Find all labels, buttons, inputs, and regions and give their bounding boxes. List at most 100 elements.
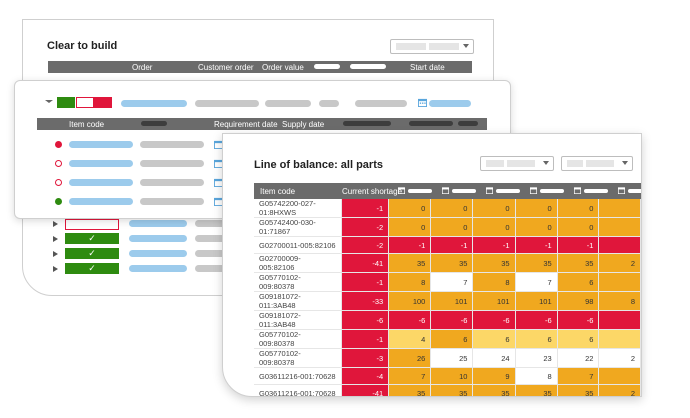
page-title: Line of balance: all parts [254,159,383,171]
status-dot [55,141,62,148]
period-cell: 35 [515,253,558,273]
period-cell [598,310,641,330]
chevron-down-icon [622,161,628,165]
table-row[interactable]: G05742400-030-01:71867 -2 0 0 0 0 0 [254,217,641,237]
table-row[interactable]: G05770102-009:80378 -1 8 7 8 7 6 [254,272,641,292]
col-customer-order: Customer order [198,62,254,72]
period-cell: 0 [472,199,516,218]
table-row[interactable]: G02700011-005:82106 -2 -1 -1 -1 -1 -1 [254,236,641,254]
period-cell: 24 [472,348,516,368]
status-bar [57,97,113,108]
period-cell [598,217,641,237]
status-dot [55,160,62,167]
period-cell: 6 [557,329,600,349]
item-code-cell: G03611216-001:70628 [254,384,342,396]
table-row[interactable]: G03611216-001:70628 -4 7 10 9 8 7 [254,367,641,385]
col-item-code: Item code [260,186,296,196]
shortage-cell: -1 [341,329,390,349]
period-cell: 2 [598,348,641,368]
period-cell: 8 [388,272,432,292]
period-cell: 10 [430,367,474,385]
item-code-cell: G09181072-011:3AB48 [254,310,342,330]
period-cell: 35 [430,253,474,273]
period-cell: -6 [472,310,516,330]
period-cell: 0 [515,217,558,237]
shortage-cell: -33 [341,291,390,311]
table-row[interactable]: G05770102-009:80378 -3 26 25 24 23 22 2 [254,348,641,368]
period-cell: 0 [388,199,432,218]
period-cell [598,236,641,254]
table-row[interactable]: G03611216-001:70628 -41 35 35 35 35 35 2 [254,384,641,396]
period-cell: 6 [472,329,516,349]
col-start-date: Start date [410,62,445,72]
table-row[interactable]: G09181072-011:3AB48 -6 -6 -6 -6 -6 -6 [254,310,641,330]
period-cell: 8 [472,272,516,292]
check-icon: ✓ [65,248,119,259]
period-cell: 0 [430,217,474,237]
period-cell: 35 [557,384,600,396]
line-of-balance-panel: Line of balance: all parts Item code Cur… [222,133,642,397]
period-cell: 26 [388,348,432,368]
item-code-cell: G09181072-011:3AB48 [254,291,342,311]
period-cell: 22 [557,348,600,368]
calendar-icon [418,98,427,107]
shortage-cell: -1 [341,272,390,292]
period-cell: 0 [515,199,558,218]
filter-dropdown[interactable] [561,156,633,171]
list-item[interactable]: ✓ [53,233,253,245]
filter-dropdown[interactable] [480,156,554,171]
item-code-cell: G02700009-005:82106 [254,253,342,273]
period-cell: 101 [430,291,474,311]
chevron-down-icon [543,161,549,165]
calendar-icon [574,187,581,194]
period-cell: 35 [515,384,558,396]
period-cell [598,199,641,218]
check-icon: ✓ [65,263,119,274]
period-cell: 35 [472,253,516,273]
period-cell: 9 [472,367,516,385]
list-item[interactable]: ✓ [53,263,253,275]
shortage-cell: -1 [341,199,390,218]
period-cell: -1 [515,236,558,254]
page-title: Clear to build [47,40,118,52]
table-header: Order Customer order Order value Start d… [48,61,472,73]
period-cell: -6 [388,310,432,330]
calendar-icon [442,187,449,194]
col-order-value: Order value [262,62,304,72]
period-cell: 7 [430,272,474,292]
item-code-cell: G05742200-027-01:8HXWS [254,199,342,218]
table-row[interactable]: G09181072-011:3AB48 -33 100 101 101 101 98 8 [254,291,641,311]
table-row[interactable]: G05770102-009:80378 -1 4 6 6 6 6 [254,329,641,349]
period-cell: 35 [472,384,516,396]
table-row[interactable]: G02700009-005:82106 -41 35 35 35 35 35 2 [254,253,641,273]
period-cell: 35 [557,253,600,273]
item-code-cell: G05742400-030-01:71867 [254,217,342,237]
item-code-cell: G02700011-005:82106 [254,236,342,254]
period-cell: 2 [598,384,641,396]
list-item[interactable]: ✓ [53,248,253,260]
period-cell: -6 [515,310,558,330]
item-code-cell: G05770102-009:80378 [254,348,342,368]
period-cell [598,329,641,349]
period-cell: 25 [430,348,474,368]
col-order: Order [132,62,153,72]
period-cell [598,272,641,292]
period-cell: -6 [557,310,600,330]
col-current-shortage: Current shortage [342,186,403,196]
col-supply-date: Supply date [282,119,325,129]
lob-table-header: Item code Current shortage [254,183,641,199]
shortage-cell: -3 [341,348,390,368]
period-cell: 8 [515,367,558,385]
period-cell: 100 [388,291,432,311]
list-item[interactable] [53,218,253,230]
filter-dropdown[interactable] [390,39,474,54]
period-cell: 8 [598,291,641,311]
table-row[interactable]: G05742200-027-01:8HXWS -1 0 0 0 0 0 [254,199,641,218]
item-code-cell: G05770102-009:80378 [254,272,342,292]
period-cell: 0 [472,217,516,237]
calendar-icon [618,187,625,194]
period-cell: 0 [557,199,600,218]
lob-table: G05742200-027-01:8HXWS -1 0 0 0 0 0 G05742400-0… [254,199,641,396]
shortage-cell: -2 [341,217,390,237]
period-cell: 0 [430,199,474,218]
